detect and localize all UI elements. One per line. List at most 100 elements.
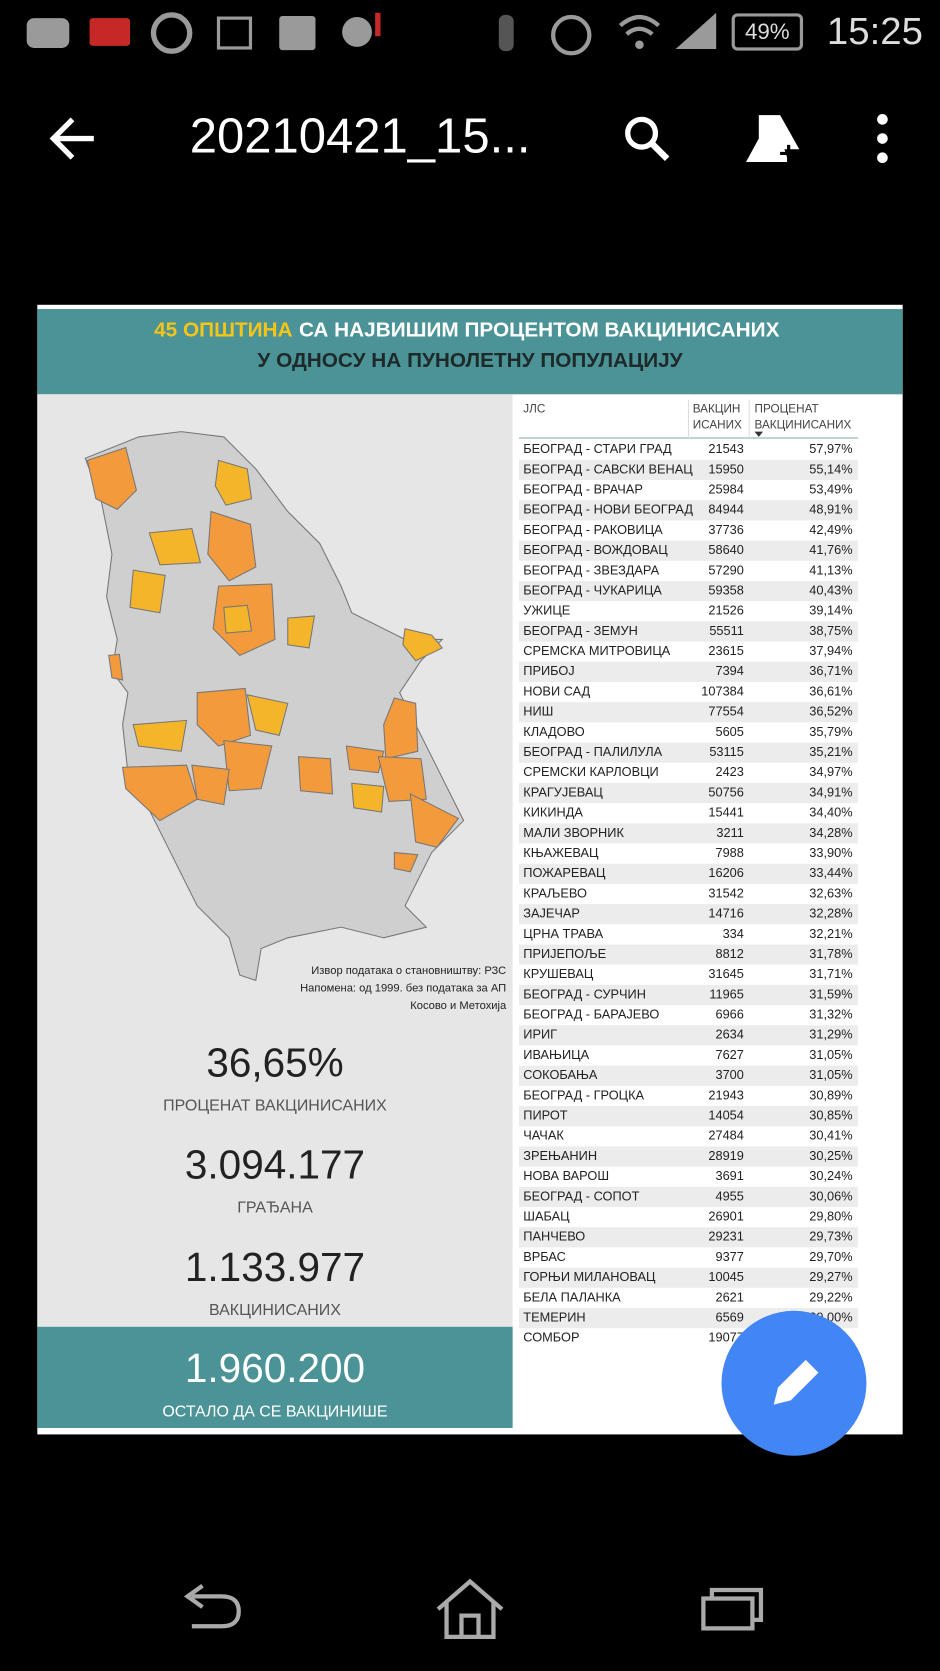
table-cell: ЦРНА ТРАВА bbox=[523, 926, 603, 941]
icon-alert bbox=[375, 12, 381, 37]
row-stripe bbox=[519, 782, 858, 804]
table-cell: 38,75% bbox=[809, 623, 852, 638]
table-cell: 8812 bbox=[715, 946, 743, 961]
table-cell: 36,52% bbox=[809, 704, 852, 719]
map-notes: Извор података о становништву: РЗС Напоме… bbox=[300, 965, 507, 1012]
table-cell: 31,71% bbox=[809, 966, 852, 981]
region bbox=[108, 653, 124, 681]
row-stripe bbox=[519, 742, 858, 763]
icon-youtube bbox=[26, 18, 70, 48]
region bbox=[148, 528, 202, 566]
table-cell: 2621 bbox=[715, 1289, 743, 1304]
stat-value: 1.133.977 bbox=[185, 1244, 365, 1290]
clock: 15:25 bbox=[827, 10, 923, 53]
home-nav[interactable] bbox=[436, 1578, 504, 1640]
region bbox=[207, 510, 257, 582]
drive-button[interactable] bbox=[746, 115, 800, 162]
table-cell: СОМБОР bbox=[523, 1330, 579, 1345]
table-cell: 14054 bbox=[708, 1108, 744, 1123]
row-stripe bbox=[519, 702, 858, 723]
table-cell: 39,14% bbox=[809, 603, 852, 618]
table-cell: БЕОГРАД - ЗЕМУН bbox=[523, 623, 638, 638]
row-stripe bbox=[519, 661, 858, 682]
table-cell: КЛАДОВО bbox=[523, 724, 584, 739]
column-header: ЈЛС bbox=[523, 402, 546, 415]
table-cell: КРАЉЕВО bbox=[523, 885, 587, 900]
table-cell: 30,41% bbox=[809, 1128, 852, 1143]
table-cell: 31,32% bbox=[809, 1007, 852, 1022]
table-cell: ВРБАС bbox=[523, 1249, 566, 1264]
remaining-value: 1.960.200 bbox=[185, 1345, 365, 1391]
more-button[interactable] bbox=[877, 114, 888, 164]
map-note: Напомена: од 1999. без података за АП bbox=[300, 982, 506, 994]
table-cell: 84944 bbox=[708, 502, 744, 517]
table-cell: 21943 bbox=[708, 1087, 744, 1102]
table-cell: БЕОГРАД - ГРОЦКА bbox=[523, 1087, 644, 1102]
table-cell: 34,97% bbox=[809, 764, 852, 779]
dot bbox=[877, 152, 888, 164]
table-cell: 31542 bbox=[708, 885, 744, 900]
table-cell: 57,97% bbox=[809, 441, 852, 456]
table-cell: 53,49% bbox=[809, 481, 852, 496]
recents-front bbox=[701, 1596, 755, 1631]
table-cell: КРУШЕВАЦ bbox=[523, 966, 594, 981]
row-stripe bbox=[519, 621, 858, 642]
stat-label: ВАКЦИНИСАНИХ bbox=[209, 1302, 341, 1319]
table-cell: 55,14% bbox=[809, 461, 852, 476]
region bbox=[214, 459, 253, 506]
stat-label: ПРОЦЕНАТ ВАКЦИНИСАНИХ bbox=[163, 1097, 387, 1114]
battery-frame bbox=[731, 13, 804, 51]
search-button[interactable] bbox=[625, 116, 670, 162]
table-cell: БЕОГРАД - ЧУКАРИЦА bbox=[523, 582, 662, 597]
table-cell: 15441 bbox=[708, 805, 744, 820]
table-cell: ТЕМЕРИН bbox=[523, 1309, 585, 1324]
region bbox=[287, 615, 316, 649]
table-cell: 41,76% bbox=[809, 542, 852, 557]
title-rest: СА НАЈВИШИМ ПРОЦЕНТОМ ВАКЦИНИСАНИХ bbox=[299, 319, 780, 342]
region bbox=[132, 719, 188, 752]
table-cell: 34,28% bbox=[809, 825, 852, 840]
region bbox=[223, 604, 253, 634]
column-header: ПРОЦЕНАТ bbox=[755, 402, 819, 415]
table-cell: 53115 bbox=[709, 744, 744, 759]
search-icon bbox=[625, 116, 659, 150]
table-cell: БЕОГРАД - САВСКИ ВЕНАЦ bbox=[523, 461, 693, 476]
table: ЈЛС ВАКЦИНИСАНИХПРОЦЕНАТВАКЦИНИСАНИХБЕОГР… bbox=[519, 399, 858, 1345]
icon-wifi-dot bbox=[635, 40, 644, 50]
back-nav[interactable] bbox=[183, 1584, 241, 1629]
icon-gallery bbox=[216, 16, 253, 50]
back-button[interactable] bbox=[49, 117, 94, 160]
table-cell: 5605 bbox=[715, 724, 743, 739]
region bbox=[377, 756, 427, 802]
table-cell: 21543 bbox=[708, 441, 744, 456]
drive-plus bbox=[780, 144, 798, 162]
table-cell: 10045 bbox=[708, 1269, 744, 1284]
recents-nav[interactable] bbox=[701, 1587, 764, 1631]
table-cell: 14716 bbox=[708, 906, 744, 921]
table-cell: БЕОГРАД - ВОЖДОВАЦ bbox=[523, 542, 668, 557]
column-header: ИСАНИХ bbox=[693, 418, 742, 431]
table-cell: 16206 bbox=[708, 865, 744, 880]
sort-arrow bbox=[754, 431, 764, 437]
table-cell: 6966 bbox=[715, 1007, 743, 1022]
table-cell: 28919 bbox=[708, 1148, 744, 1163]
stat-value: 3.094.177 bbox=[185, 1142, 365, 1188]
table-cell: ПАНЧЕВО bbox=[523, 1229, 585, 1244]
row-stripe bbox=[519, 1106, 858, 1127]
table-cell: 31645 bbox=[708, 966, 744, 981]
status-bar: 49% 15:25 bbox=[26, 10, 923, 56]
table-cell: БЕОГРАД - РАКОВИЦА bbox=[523, 522, 663, 537]
table-cell: ШАБАЦ bbox=[523, 1208, 570, 1223]
icon-wifi bbox=[618, 14, 661, 36]
table-cell: ПИРОТ bbox=[523, 1108, 568, 1123]
title-highlight: 45 ОПШТИНА bbox=[154, 319, 292, 342]
row-stripe bbox=[519, 904, 858, 925]
edit-fab[interactable] bbox=[721, 1310, 867, 1456]
table-cell: 3691 bbox=[715, 1168, 743, 1183]
table-cell: 7627 bbox=[715, 1047, 743, 1062]
table-cell: 77554 bbox=[708, 704, 744, 719]
table-cell: 29231 bbox=[708, 1229, 744, 1244]
table-cell: 36,71% bbox=[809, 663, 852, 678]
table-cell: 31,05% bbox=[809, 1047, 852, 1062]
table-cell: 21526 bbox=[708, 603, 744, 618]
